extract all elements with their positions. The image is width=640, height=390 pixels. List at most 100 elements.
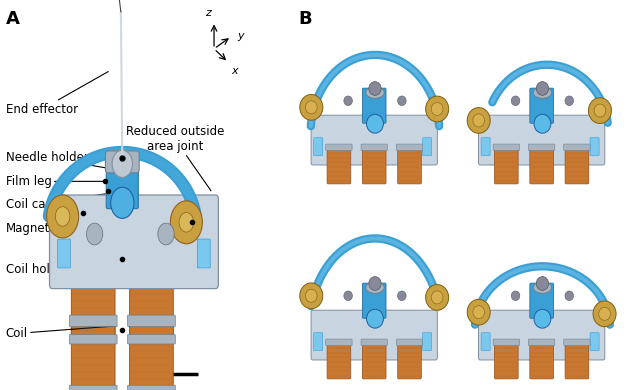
Circle shape: [534, 309, 551, 328]
FancyBboxPatch shape: [327, 145, 351, 184]
FancyBboxPatch shape: [69, 335, 117, 344]
Circle shape: [300, 283, 323, 308]
FancyBboxPatch shape: [422, 138, 432, 156]
Circle shape: [588, 98, 611, 124]
Circle shape: [431, 291, 443, 304]
FancyBboxPatch shape: [127, 315, 175, 326]
Circle shape: [473, 306, 484, 319]
FancyBboxPatch shape: [565, 340, 589, 379]
FancyBboxPatch shape: [361, 144, 387, 151]
Text: End effector: End effector: [6, 72, 108, 116]
Circle shape: [594, 104, 606, 117]
FancyBboxPatch shape: [327, 340, 351, 379]
Text: Coil holder: Coil holder: [6, 256, 128, 276]
FancyBboxPatch shape: [106, 158, 138, 209]
Circle shape: [170, 201, 202, 244]
FancyBboxPatch shape: [314, 333, 323, 351]
Text: Film leg: Film leg: [6, 175, 114, 188]
FancyBboxPatch shape: [71, 318, 115, 390]
FancyBboxPatch shape: [530, 340, 554, 379]
FancyBboxPatch shape: [397, 340, 421, 379]
Circle shape: [158, 223, 174, 245]
FancyBboxPatch shape: [479, 115, 605, 165]
FancyBboxPatch shape: [362, 283, 386, 318]
FancyBboxPatch shape: [565, 145, 589, 184]
FancyBboxPatch shape: [397, 145, 421, 184]
FancyBboxPatch shape: [530, 88, 554, 123]
FancyBboxPatch shape: [590, 333, 599, 351]
Circle shape: [367, 309, 383, 328]
Circle shape: [473, 114, 484, 127]
FancyBboxPatch shape: [530, 283, 554, 318]
FancyBboxPatch shape: [361, 339, 387, 346]
Circle shape: [397, 291, 406, 301]
Circle shape: [344, 291, 353, 301]
FancyBboxPatch shape: [362, 145, 386, 184]
Circle shape: [86, 223, 103, 245]
FancyBboxPatch shape: [362, 340, 386, 379]
Text: Needle holder: Needle holder: [6, 151, 114, 169]
FancyBboxPatch shape: [530, 145, 554, 184]
FancyBboxPatch shape: [564, 144, 590, 151]
Text: x: x: [231, 66, 238, 76]
FancyBboxPatch shape: [396, 339, 422, 346]
FancyBboxPatch shape: [71, 267, 115, 341]
FancyBboxPatch shape: [49, 195, 218, 289]
Ellipse shape: [366, 87, 384, 98]
Circle shape: [467, 299, 490, 325]
FancyBboxPatch shape: [493, 144, 520, 151]
FancyBboxPatch shape: [495, 145, 518, 184]
FancyBboxPatch shape: [127, 335, 175, 344]
FancyBboxPatch shape: [314, 138, 323, 156]
Text: z: z: [205, 7, 211, 18]
FancyBboxPatch shape: [326, 339, 352, 346]
FancyBboxPatch shape: [58, 239, 70, 268]
FancyBboxPatch shape: [590, 138, 599, 156]
Text: A: A: [6, 10, 20, 28]
FancyBboxPatch shape: [311, 310, 437, 360]
Ellipse shape: [533, 87, 552, 98]
Circle shape: [397, 96, 406, 106]
Circle shape: [300, 94, 323, 120]
FancyBboxPatch shape: [326, 144, 352, 151]
Ellipse shape: [366, 282, 384, 293]
FancyBboxPatch shape: [69, 264, 117, 276]
FancyBboxPatch shape: [422, 333, 432, 351]
Circle shape: [367, 114, 383, 133]
FancyBboxPatch shape: [106, 151, 139, 173]
FancyBboxPatch shape: [362, 88, 386, 123]
FancyBboxPatch shape: [479, 310, 605, 360]
FancyBboxPatch shape: [493, 339, 520, 346]
Circle shape: [112, 150, 132, 177]
Circle shape: [536, 82, 548, 95]
FancyBboxPatch shape: [529, 339, 555, 346]
Text: y: y: [237, 32, 244, 41]
Text: B: B: [298, 10, 312, 28]
Circle shape: [534, 114, 551, 133]
Circle shape: [599, 307, 611, 320]
FancyBboxPatch shape: [311, 115, 437, 165]
FancyBboxPatch shape: [129, 267, 173, 341]
FancyBboxPatch shape: [564, 339, 590, 346]
Circle shape: [369, 277, 381, 290]
Circle shape: [467, 108, 490, 133]
Circle shape: [111, 187, 134, 218]
Text: Coil: Coil: [6, 326, 116, 340]
Text: Coil cap: Coil cap: [6, 191, 122, 211]
FancyBboxPatch shape: [127, 264, 175, 276]
FancyBboxPatch shape: [529, 144, 555, 151]
FancyBboxPatch shape: [495, 340, 518, 379]
Circle shape: [305, 101, 317, 114]
Circle shape: [47, 195, 79, 238]
FancyBboxPatch shape: [481, 138, 490, 156]
Text: Magnet: Magnet: [6, 213, 114, 235]
Circle shape: [431, 103, 443, 115]
FancyBboxPatch shape: [396, 144, 422, 151]
Text: Reduced outside
area joint: Reduced outside area joint: [125, 125, 224, 191]
Circle shape: [511, 291, 520, 301]
Circle shape: [565, 291, 573, 301]
Circle shape: [565, 96, 573, 106]
Circle shape: [426, 96, 449, 122]
Circle shape: [536, 277, 548, 290]
Circle shape: [426, 285, 449, 310]
